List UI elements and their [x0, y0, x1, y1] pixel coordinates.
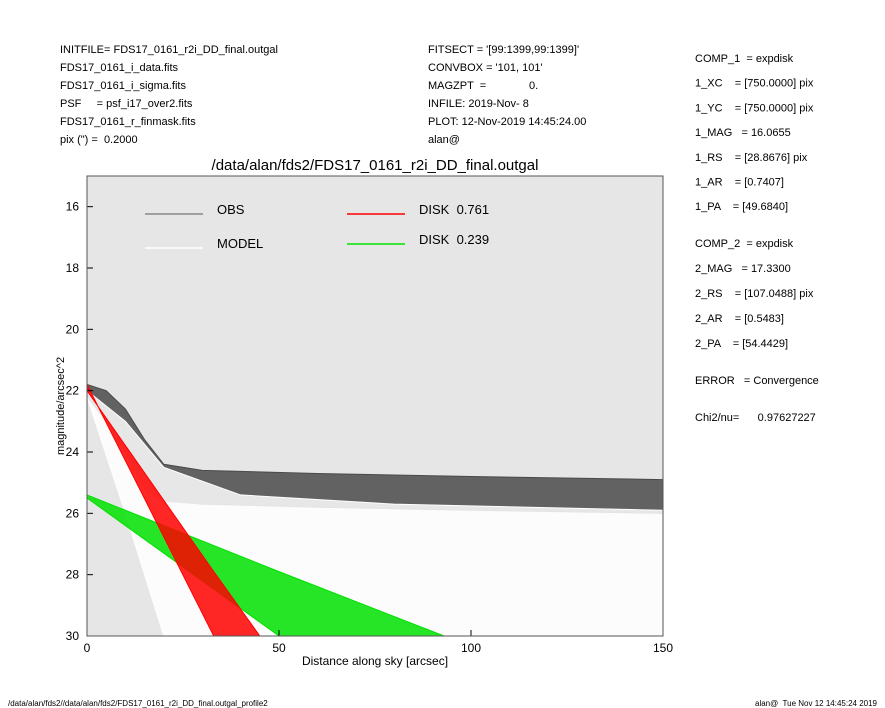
- plot-frame: [86, 175, 664, 637]
- component-line: 2_AR = [0.5483]: [695, 313, 784, 325]
- x-axis-label: Distance along sky [arcsec]: [302, 654, 448, 668]
- component-line: 2_MAG = 17.3300: [695, 263, 791, 275]
- component-line: 1_MAG = 16.0655: [695, 127, 791, 139]
- y-tick-label: 24: [66, 445, 80, 459]
- footer-left: /data/alan/fds2//data/alan/fds2/FDS17_01…: [8, 699, 268, 708]
- component-line: 1_PA = [49.6840]: [695, 201, 788, 213]
- y-tick-label: 30: [66, 629, 80, 643]
- chart-title: /data/alan/fds2/FDS17_0161_r2i_DD_final.…: [212, 157, 539, 174]
- header-line: pix (") = 0.2000: [60, 134, 138, 146]
- y-tick-label: 20: [66, 322, 80, 336]
- y-axis-label: magnitude/arcsec^2: [55, 357, 67, 455]
- component-line: 1_AR = [0.7407]: [695, 177, 784, 189]
- header-line: MAGZPT = 0.: [428, 80, 538, 92]
- data-band: [87, 384, 261, 636]
- header-line: FDS17_0161_i_data.fits: [60, 62, 179, 74]
- component-line: COMP_1 = expdisk: [695, 53, 794, 65]
- header-line: FDS17_0161_r_finmask.fits: [60, 116, 196, 128]
- header-line: FITSECT = '[99:1399,99:1399]': [428, 44, 579, 56]
- header-line: INITFILE= FDS17_0161_r2i_DD_final.outgal: [60, 44, 278, 56]
- x-tick-label: 150: [653, 641, 673, 655]
- y-tick-label: 18: [66, 261, 80, 275]
- x-tick-label: 0: [84, 641, 91, 655]
- header-line: CONVBOX = '101, 101': [428, 62, 543, 74]
- component-line: 1_XC = [750.0000] pix: [695, 78, 814, 90]
- x-tick-label: 100: [461, 641, 481, 655]
- x-tick-label: 50: [272, 641, 286, 655]
- header-line: PLOT: 12-Nov-2019 14:45:24.00: [428, 116, 586, 128]
- header-line: FDS17_0161_i_sigma.fits: [60, 80, 186, 92]
- component-line: COMP_2 = expdisk: [695, 238, 794, 250]
- footer-right: alan@ Tue Nov 12 14:45:24 2019: [755, 699, 878, 708]
- legend-label: DISK 0.239: [419, 232, 489, 247]
- y-tick-label: 26: [66, 506, 80, 520]
- header-line: INFILE: 2019-Nov- 8: [428, 98, 529, 110]
- component-line: 1_RS = [28.8676] pix: [695, 152, 808, 164]
- component-line: 2_PA = [54.4429]: [695, 338, 788, 350]
- legend-label: MODEL: [217, 236, 263, 251]
- y-tick-label: 16: [66, 200, 80, 214]
- header-line: alan@: [428, 134, 460, 146]
- component-line: 1_YC = [750.0000] pix: [695, 102, 814, 114]
- chi-line: Chi2/nu= 0.97627227: [695, 412, 816, 424]
- legend-label: OBS: [217, 202, 245, 217]
- legend-label: DISK 0.761: [419, 202, 489, 217]
- error-line: ERROR = Convergence: [695, 375, 819, 387]
- header-line: PSF = psf_i17_over2.fits: [60, 98, 193, 110]
- y-tick-label: 22: [66, 384, 80, 398]
- component-line: 2_RS = [107.0488] pix: [695, 288, 814, 300]
- data-band: [87, 494, 445, 636]
- y-tick-label: 28: [66, 568, 80, 582]
